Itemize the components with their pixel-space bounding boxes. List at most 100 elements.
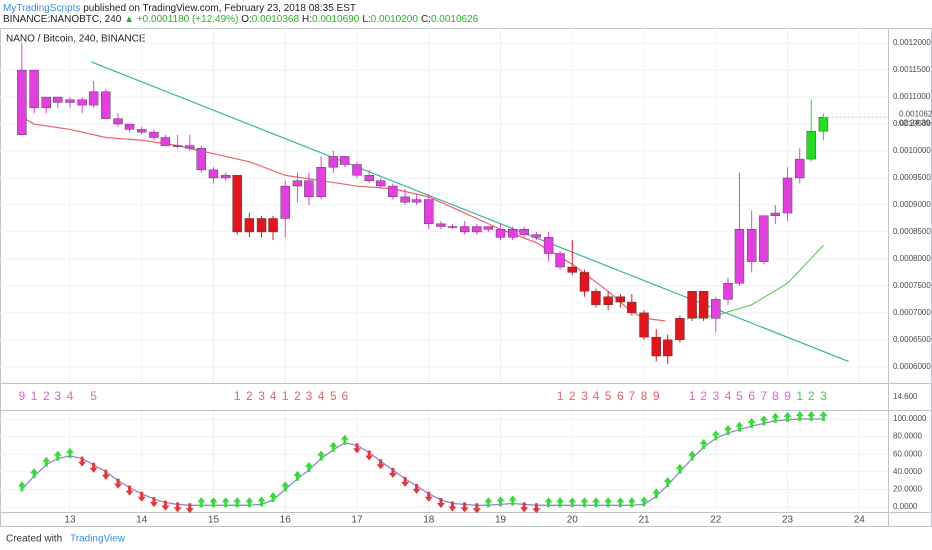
oscillator-arrow	[53, 450, 62, 461]
y-tick-label: 0.0008500	[893, 227, 931, 236]
candle	[328, 151, 339, 173]
oscillator-arrow	[245, 497, 254, 508]
candle-body	[17, 69, 27, 136]
td-count: 7	[761, 389, 768, 403]
oscillator-arrow	[293, 470, 302, 481]
candle-body	[447, 226, 458, 228]
oscillator-arrow	[125, 485, 134, 496]
candle-body	[663, 339, 673, 357]
candle-body	[400, 196, 410, 203]
candle	[436, 221, 446, 230]
candle	[304, 172, 314, 205]
oscillator-arrow	[42, 456, 51, 467]
x-tick-label: 21	[638, 515, 650, 526]
ohlc-value: 0.0010690	[312, 14, 360, 25]
candle	[687, 291, 697, 321]
candle-body	[244, 218, 255, 233]
td-count: 5	[605, 389, 612, 403]
candle	[149, 129, 159, 141]
oscillator-arrow	[819, 411, 828, 422]
oscillator-arrow	[532, 503, 541, 514]
candle-body	[160, 137, 171, 146]
candle	[172, 134, 183, 149]
td-count: 2	[569, 389, 576, 403]
oscillator-arrow	[149, 497, 158, 508]
candle-body	[388, 185, 398, 198]
y-tick-label: 20.0000	[893, 484, 922, 493]
candle-body	[436, 223, 446, 227]
td-count: 3	[258, 389, 265, 403]
candle	[770, 204, 781, 224]
oscillator-arrow	[161, 500, 170, 511]
y-tick-label: 0.0000	[893, 502, 918, 511]
y-tick-label: 0.0009500	[893, 173, 931, 182]
candle-body	[579, 272, 590, 292]
candle-body	[508, 229, 518, 238]
oscillator-arrow	[281, 481, 290, 492]
oscillator-arrow	[460, 502, 469, 513]
candle	[292, 172, 303, 203]
candle	[567, 240, 577, 276]
oscillator-arrow	[448, 501, 457, 512]
candle	[65, 97, 75, 108]
oscillator-arrow	[771, 412, 780, 423]
y-tick-label: 0.0010000	[893, 146, 931, 155]
td-count: 4	[270, 389, 277, 403]
oscillator-arrow	[17, 481, 26, 492]
oscillator-arrow	[65, 447, 74, 458]
candle	[388, 183, 398, 200]
candle-body	[591, 291, 601, 305]
candle	[579, 269, 590, 297]
candle	[663, 334, 673, 365]
x-tick-label: 22	[710, 515, 722, 526]
candle	[483, 226, 494, 232]
x-tick-label: 24	[854, 515, 866, 526]
candle	[41, 96, 51, 114]
td-count: 4	[725, 389, 732, 403]
td-count: 9	[784, 389, 791, 403]
oscillator-arrow	[257, 496, 266, 507]
candle-body	[818, 117, 829, 132]
candle-body	[711, 299, 721, 319]
oscillator-arrow	[78, 456, 87, 467]
candle	[519, 226, 529, 238]
candle-body	[316, 166, 326, 198]
candle-body	[782, 177, 793, 214]
oscillator-arrow	[616, 497, 625, 508]
candle	[675, 315, 685, 343]
td-count: 1	[282, 389, 289, 403]
oscillator-arrow	[365, 450, 374, 461]
candle	[124, 123, 135, 133]
td-count: 6	[617, 389, 624, 403]
y-tick-label: 80.0000	[893, 432, 922, 441]
oscillator-arrow	[591, 497, 600, 508]
candle	[795, 148, 805, 184]
oscillator-arrow	[556, 497, 565, 508]
footer-brand[interactable]: TradingView	[70, 534, 126, 545]
td-count: 5	[736, 389, 743, 403]
x-tick-label: 13	[64, 515, 76, 526]
candle-body	[124, 123, 135, 130]
candle	[340, 156, 350, 168]
td-count: 4	[318, 389, 325, 403]
oscillator-arrow	[401, 476, 410, 487]
candle	[411, 194, 422, 205]
candle	[495, 223, 506, 241]
candle	[806, 99, 816, 162]
indicator-line	[19, 115, 666, 322]
y-tick-label: 0.0009000	[893, 200, 931, 209]
candle-body	[41, 96, 51, 109]
oscillator-arrow	[472, 503, 481, 514]
ohlc-value: 0.0010200	[370, 14, 418, 25]
oscillator-arrow	[269, 491, 278, 502]
candle	[400, 188, 410, 205]
candle-body	[65, 99, 75, 103]
ohlc-value: 0.0010626	[430, 14, 479, 25]
candle-body	[280, 185, 290, 219]
oscillator-arrow	[580, 497, 589, 508]
candle-body	[352, 164, 362, 176]
candle	[424, 194, 434, 230]
oscillator-arrow	[640, 496, 649, 507]
author[interactable]: MyTradingScripts	[3, 3, 81, 14]
x-tick-label: 15	[208, 515, 220, 526]
